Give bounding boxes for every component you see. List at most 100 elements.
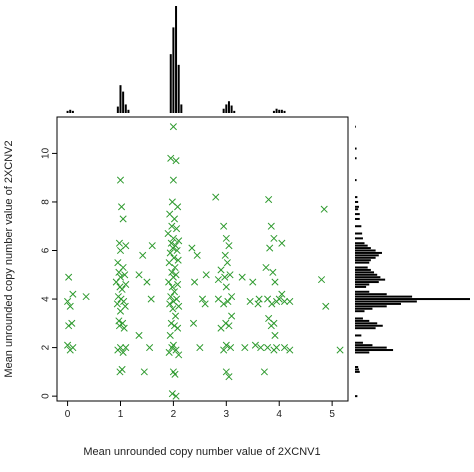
y-histogram-bar	[355, 217, 360, 220]
scatter-point	[225, 322, 233, 330]
y-tick-label: 2	[41, 344, 52, 350]
scatter-point	[120, 324, 128, 332]
scatter-point	[167, 319, 175, 327]
y-histogram-bar	[355, 310, 365, 313]
scatter-point	[275, 295, 283, 303]
scatter-point	[172, 157, 180, 165]
scatter-point	[175, 302, 183, 310]
scatter-point	[217, 324, 225, 332]
x-histogram-bar	[177, 64, 180, 113]
scatter-point	[220, 346, 228, 354]
scatter-point	[268, 300, 276, 308]
x-axis-label: Mean unrounded copy number value of 2XCN…	[83, 446, 320, 458]
scatter-point	[174, 203, 182, 211]
y-histogram-bar	[355, 283, 370, 286]
y-histogram-bar	[355, 254, 379, 257]
y-tick-label: 0	[41, 393, 52, 399]
scatter-point	[173, 295, 181, 303]
y-histogram-bar	[355, 244, 368, 247]
scatter-point	[260, 368, 268, 376]
y-histogram-bar	[355, 205, 359, 208]
scatter-point	[119, 348, 127, 357]
x-histogram-bar	[227, 101, 230, 113]
x-histogram-bar	[230, 105, 233, 113]
x-axis: 0 1 2 3 4 5	[65, 401, 335, 420]
scatter-point	[117, 203, 126, 211]
y-histogram-bar	[355, 295, 413, 298]
x-histogram-bar	[71, 110, 74, 113]
y-axis-label: Mean unrounded copy number value of 2XCN…	[3, 140, 15, 377]
x-tick-label: 0	[65, 409, 71, 420]
scatter-points	[64, 123, 344, 400]
scatter-point	[172, 392, 180, 400]
scatter-point	[116, 246, 125, 255]
y-histogram-bar	[355, 208, 359, 211]
scatter-point	[166, 249, 174, 257]
scatter-point	[174, 324, 182, 332]
scatter-point	[224, 297, 232, 306]
right-histogram	[355, 125, 470, 398]
y-histogram-bar	[355, 368, 359, 371]
scatter-point	[169, 244, 177, 252]
scatter-point	[257, 344, 265, 352]
scatter-point	[166, 300, 174, 308]
x-tick-label: 5	[329, 409, 335, 420]
x-tick-label: 3	[224, 409, 230, 420]
scatter-point	[167, 239, 175, 247]
scatter-point	[168, 222, 176, 230]
y-histogram-bar	[355, 261, 370, 264]
x-histogram-bar	[66, 110, 69, 113]
scatter-point	[266, 244, 274, 252]
scatter-point	[68, 319, 76, 327]
scatter-point	[135, 271, 143, 279]
scatter-point	[222, 283, 230, 291]
scatter-point	[165, 278, 173, 286]
y-histogram-bar	[355, 370, 360, 373]
scatter-point	[226, 271, 234, 279]
scatter-point	[264, 344, 272, 352]
scatter-point	[271, 278, 279, 286]
scatter-point	[221, 251, 229, 259]
scatter-point	[64, 297, 72, 306]
y-histogram-bar	[355, 351, 370, 354]
scatter-point	[198, 295, 207, 303]
scatter-point	[115, 268, 123, 276]
y-histogram-bar	[355, 285, 367, 288]
scatter-point	[220, 222, 228, 230]
scatter-point	[169, 305, 177, 313]
scatter-point	[165, 259, 173, 267]
y-histogram-bar	[355, 268, 371, 271]
scatter-point	[171, 263, 179, 272]
scatter-point	[114, 346, 122, 354]
y-tick-label: 6	[41, 247, 52, 253]
scatter-point	[226, 344, 235, 352]
scatter-point	[173, 225, 181, 233]
scatter-point	[174, 256, 182, 264]
scatter-point	[286, 297, 294, 306]
y-histogram-bar	[355, 305, 387, 308]
scatter-point	[223, 259, 231, 267]
y-histogram-bar	[355, 247, 371, 250]
scatter-point	[119, 319, 127, 327]
scatter-point	[122, 344, 130, 352]
y-histogram-bar	[355, 259, 371, 262]
scatter-point	[280, 297, 289, 306]
scatter-point	[255, 295, 263, 303]
scatter-point	[225, 373, 233, 381]
y-histogram-bar	[355, 179, 357, 182]
scatter-point	[221, 273, 229, 281]
scatter-point	[167, 154, 175, 162]
scatter-point	[170, 322, 179, 330]
scatter-point	[273, 344, 281, 352]
y-histogram-bar	[355, 300, 417, 303]
scatter-point	[188, 244, 196, 252]
scatter-point	[168, 268, 176, 276]
y-histogram-bar	[355, 213, 360, 216]
scatter-point	[193, 251, 201, 259]
x-histogram-bar	[175, 6, 178, 113]
y-histogram-bar	[355, 273, 378, 276]
scatter-point	[175, 351, 183, 359]
x-histogram-bar	[275, 108, 278, 113]
scatter-point	[267, 322, 275, 330]
x-histogram-bar	[127, 109, 130, 113]
